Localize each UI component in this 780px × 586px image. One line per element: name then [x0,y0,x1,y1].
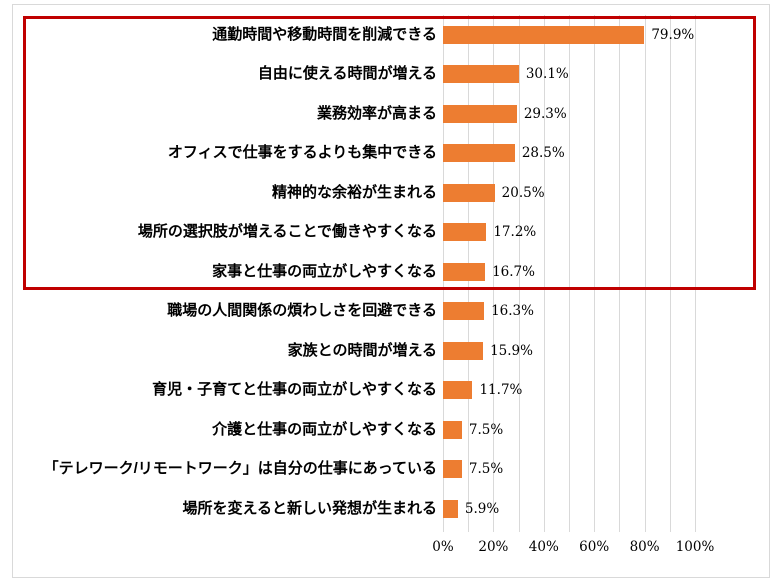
bar-row: 場所を変えると新しい発想が生まれる 5.9% [13,489,769,529]
bar-row: 場所の選択肢が増えることで働きやすくなる 17.2% [13,213,769,253]
gridline-40pct [543,15,545,532]
bar-row: 職場の人間関係の煩わしさを回避できる 16.3% [13,292,769,332]
x-tick-label: 40% [528,539,559,555]
bar-row: 育児・子育てと仕事の両立がしやすくなる 11.7% [13,371,769,411]
value-label: 15.9% [490,342,533,359]
x-tick-label: 20% [478,539,509,555]
bar [443,302,485,321]
value-label: 16.3% [491,303,534,320]
category-label: 通勤時間や移動時間を削減できる [212,25,437,43]
bar-row: 通勤時間や移動時間を削減できる 79.9% [13,15,769,55]
gridline-30pct [518,15,520,532]
category-label: 自由に使える時間が増える [257,65,437,83]
bar [443,104,517,123]
x-tick-label: 100% [675,539,715,555]
x-tick-label: 60% [579,539,610,555]
category-label: 家事と仕事の両立がしやすくなる [212,262,437,280]
gridline-60pct [594,15,596,532]
gridline-80pct [644,15,646,532]
value-label: 79.9% [651,26,695,43]
bar [443,262,486,281]
value-label: 28.5% [521,145,565,162]
bar [443,223,487,242]
value-label: 5.9% [464,500,500,517]
value-label: 30.1% [525,66,569,83]
category-label: 介護と仕事の両立がしやすくなる [212,420,437,438]
value-label: 17.2% [493,224,537,241]
gridline-100pct [695,15,696,532]
bar [443,420,462,439]
x-tick-label: 0% [432,539,454,555]
value-label: 7.5% [468,421,504,438]
bar-row: 家族との時間が増える 15.9% [13,331,769,371]
value-label: 11.7% [479,382,523,399]
bar [443,144,515,163]
bar-row: 介護と仕事の両立がしやすくなる 7.5% [13,410,769,450]
category-label: 育児・子育てと仕事の両立がしやすくなる [152,381,437,399]
category-label: 「テレワーク/リモートワーク」は自分の仕事にあっている [43,460,437,478]
bar [443,499,458,518]
x-tick-label: 80% [629,539,660,555]
category-label: 場所を変えると新しい発想が生まれる [182,499,437,517]
bar [443,25,645,44]
value-label: 16.7% [492,263,535,280]
gridline-50pct [569,15,570,532]
value-label: 7.5% [468,461,504,478]
bar [443,341,484,360]
gridline-70pct [619,15,621,532]
value-label: 29.3% [523,105,567,122]
bar [443,460,462,479]
bar-row: 精神的な余裕が生まれる 20.5% [13,173,769,213]
category-label: オフィスで仕事をするよりも集中できる [167,144,437,162]
category-label: 業務効率が高まる [316,104,437,122]
bar [443,381,473,400]
category-label: 家族との時間が増える [287,341,437,359]
chart-frame: 通勤時間や移動時間を削減できる 79.9% 自由に使える時間が増える 30.1% 業務効… [12,4,770,578]
bar [443,183,495,202]
gridline-20pct [493,15,495,532]
bar-row: オフィスで仕事をするよりも集中できる 28.5% [13,134,769,174]
category-label: 場所の選択肢が増えることで働きやすくなる [137,223,437,241]
gridline-90pct [669,15,671,532]
category-label: 職場の人間関係の煩わしさを回避できる [167,302,437,320]
bar [443,65,519,84]
bar-row: 業務効率が高まる 29.3% [13,94,769,134]
category-label: 精神的な余裕が生まれる [271,183,437,201]
bar-row: 自由に使える時間が増える 30.1% [13,55,769,95]
bar-row: 「テレワーク/リモートワーク」は自分の仕事にあっている 7.5% [13,450,769,490]
value-label: 20.5% [501,184,545,201]
bar-row: 家事と仕事の両立がしやすくなる 16.7% [13,252,769,292]
